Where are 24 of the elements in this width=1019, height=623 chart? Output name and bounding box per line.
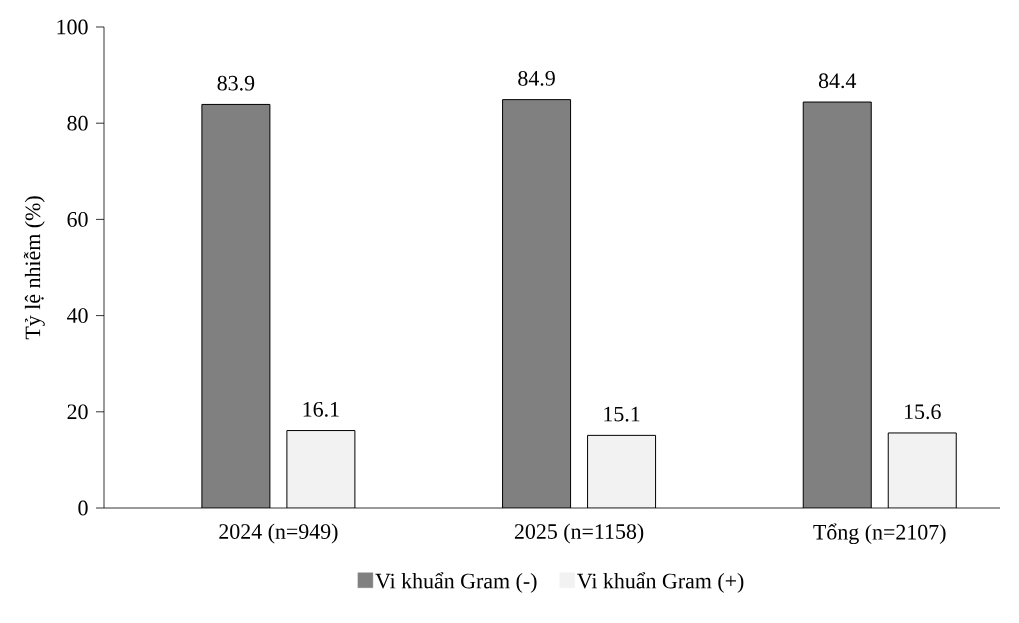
y-tick-label: 80 [67, 115, 88, 131]
y-tick-label: 100 [57, 19, 88, 35]
y-tick-label: 40 [67, 308, 88, 323]
bar [887, 432, 957, 508]
data-label: 84.4 [818, 73, 857, 89]
bar [587, 435, 656, 508]
legend-label: Vi khuẩn Gram (+) [577, 572, 744, 593]
data-label: 15.1 [604, 406, 640, 422]
legend-label: Vi khuẩn Gram (-) [375, 572, 537, 593]
y-axis-title: Tỷ lệ nhiễm (%) [23, 196, 45, 340]
bar [802, 101, 872, 508]
data-label: 84.9 [518, 70, 555, 86]
bar [201, 104, 270, 508]
data-label: 15.6 [904, 404, 941, 420]
y-tick-label: 0 [78, 500, 88, 516]
data-label: 16.1 [303, 401, 339, 417]
x-tick-label: 2024 (n=949) [219, 523, 338, 544]
bar [502, 99, 571, 508]
x-tick-label: 2025 (n=1158) [514, 523, 644, 544]
x-tick-label: Tổng (n=2107) [813, 523, 946, 545]
y-tick-label: 20 [67, 404, 88, 420]
data-label: 83.9 [217, 75, 255, 91]
bar [286, 430, 355, 508]
y-tick-label: 60 [67, 212, 88, 227]
